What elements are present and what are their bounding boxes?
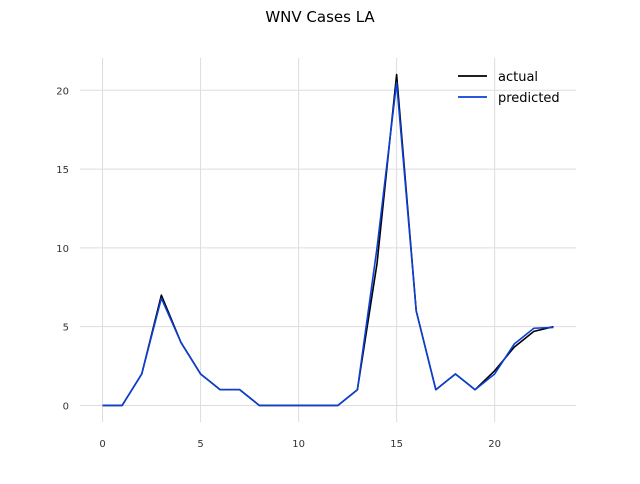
series-line-predicted	[102, 81, 554, 407]
grid	[80, 58, 576, 422]
y-tick-label: 10	[56, 244, 69, 255]
x-tick-label: 20	[488, 439, 501, 450]
x-tick-label: 10	[292, 439, 305, 450]
chart-title: WNV Cases LA	[265, 8, 375, 26]
y-tick-label: 15	[56, 165, 69, 176]
legend: actual predicted	[458, 70, 560, 106]
y-tick-label: 5	[63, 323, 69, 334]
x-tick-label: 0	[99, 439, 105, 450]
series-line-actual	[102, 73, 554, 407]
series-lines	[102, 73, 554, 407]
legend-label-actual: actual	[498, 70, 538, 85]
x-tick-label: 5	[197, 439, 203, 450]
axes: 0 5 10 15 20 0 5 10 15 20	[56, 86, 501, 450]
legend-label-predicted: predicted	[498, 91, 560, 106]
y-tick-label: 20	[56, 86, 69, 97]
y-tick-label: 0	[63, 401, 69, 412]
x-tick-label: 15	[390, 439, 403, 450]
